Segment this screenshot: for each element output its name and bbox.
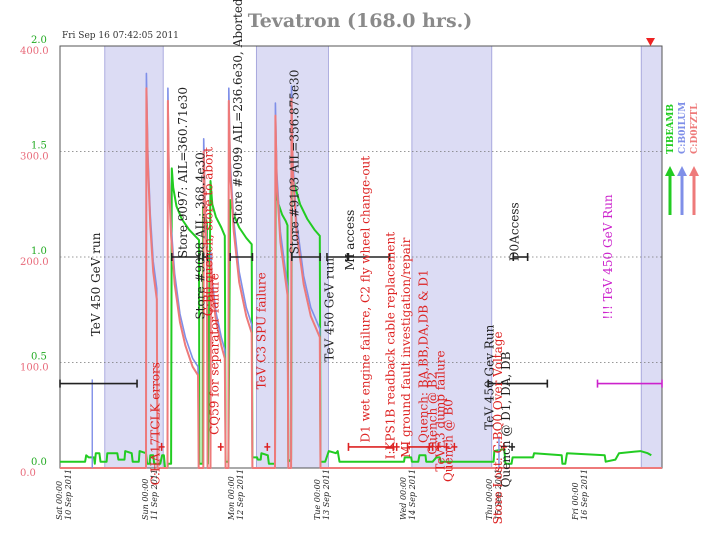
legend-arrow-head: [677, 166, 687, 176]
y-tick-label-green: 1.5: [31, 141, 47, 152]
x-tick-label-date: 11 Sep 2011: [150, 469, 159, 520]
x-tick-label-day: Sat 00:00: [55, 481, 64, 520]
x-tick-label-date: 16 Sep 2011: [580, 469, 589, 520]
y-tick-label-red: 400.0: [20, 46, 49, 57]
y-tick-label-green: 2.0: [31, 35, 47, 46]
annotation-label: TeV 450 GeV run: [89, 232, 103, 336]
annotation-label: CQ59 for separator failure: [208, 273, 222, 435]
annotation-label: Store #9099 AIL=236.6e30, Aborted: [231, 0, 245, 224]
y-tick-label-red: 300.0: [20, 152, 49, 163]
chart-title: Tevatron (168.0 hrs.): [247, 10, 473, 32]
x-tick: Sat 00:00 10 Sep 2011: [55, 469, 73, 520]
annotation-label: D0Access: [507, 202, 521, 261]
x-tick: Mon 00:00 12 Sep 2011: [227, 469, 245, 521]
y-tick-label-green: 0.0: [31, 457, 47, 468]
y-tick-label-red: 100.0: [20, 363, 49, 374]
x-tick: Tue 00:00 13 Sep 2011: [313, 469, 331, 520]
annotation-label: MI access: [343, 210, 357, 271]
legend-label: C:B0ILUM: [678, 102, 688, 154]
series-line-cd0fztl: [60, 87, 662, 469]
annotation-label: Quench @ D1, DA, DB: [499, 351, 513, 487]
annotation-label: I:KPS1B readback cable replacement: [384, 232, 398, 459]
annotation-label: C:HA17TCLK errors: [149, 362, 163, 485]
x-tick-label-day: Thu 00:00: [485, 479, 494, 520]
current-time-marker: [646, 38, 655, 46]
y-tick-label-green: 0.5: [31, 352, 47, 363]
series-line-tibeamb: [60, 167, 652, 469]
annotation-label: Quench @ B0: [441, 399, 455, 482]
annotation-label: Quench: BA,BB,DA,DB & D1: [416, 269, 430, 443]
annotation-label: MI ground fault investigation/repair: [399, 237, 413, 458]
x-tick: Thu 00:00 15 Sep 2011: [485, 469, 503, 520]
legend-label: C:D0FZTL: [690, 103, 700, 154]
annotation-label: C:B0 quench, store to abort: [202, 147, 216, 316]
annotation-label: Store 9097: AIL=360.71e30: [176, 87, 190, 258]
x-tick-label-date: 10 Sep 2011: [64, 469, 73, 520]
y-tick-label-green: 1.0: [31, 246, 47, 257]
x-tick-label-day: Mon 00:00: [227, 476, 236, 521]
y-tick-label-red: 0.0: [20, 468, 36, 479]
annotation-label: !!! TeV 450 GeV Run: [601, 194, 615, 320]
x-tick: Wed 00:00 14 Sep 2011: [399, 469, 417, 520]
x-tick: Fri 00:00 16 Sep 2011: [571, 469, 589, 521]
y-tick-label-red: 200.0: [20, 257, 49, 268]
x-tick-label-date: 15 Sep 2011: [494, 469, 503, 520]
legend-arrow-head: [665, 166, 675, 176]
x-tick-label-day: Tue 00:00: [313, 479, 322, 520]
x-tick-label-date: 14 Sep 2011: [408, 469, 417, 520]
chart-timestamp: Fri Sep 16 07:42:05 2011: [62, 31, 179, 41]
legend-arrow-head: [689, 166, 699, 176]
annotation-label: Store #9103 AIL=356.875e30: [288, 70, 302, 255]
annotation-label: TeV 450 GeV run: [322, 258, 336, 362]
annotation-label: TeV C3 SPU failure: [254, 272, 268, 389]
x-tick-label-date: 13 Sep 2011: [322, 469, 331, 520]
x-tick-label-day: Fri 00:00: [571, 482, 580, 521]
annotation-label: TeVE3 dump failure: [433, 350, 447, 471]
legend-label: TIBEAMB: [666, 104, 676, 154]
annotation-label: Store Lost: C:BQ0 Over Voltage: [491, 331, 505, 524]
annotation-label: D1 wet engine failure, C2 fly wheel chan…: [359, 156, 373, 443]
x-tick-label-day: Wed 00:00: [399, 477, 408, 520]
x-tick-label-day: Sun 00:00: [141, 479, 150, 520]
x-tick-label-date: 12 Sep 2011: [236, 469, 245, 520]
annotation-label: Store #9098 AIL: 368.4e30: [193, 152, 207, 319]
annotation-label: Quench @ B2: [425, 372, 439, 455]
x-tick: Sun 00:00 11 Sep 2011: [141, 469, 159, 520]
annotation-label: TeV 450 Gev Run: [483, 324, 497, 429]
